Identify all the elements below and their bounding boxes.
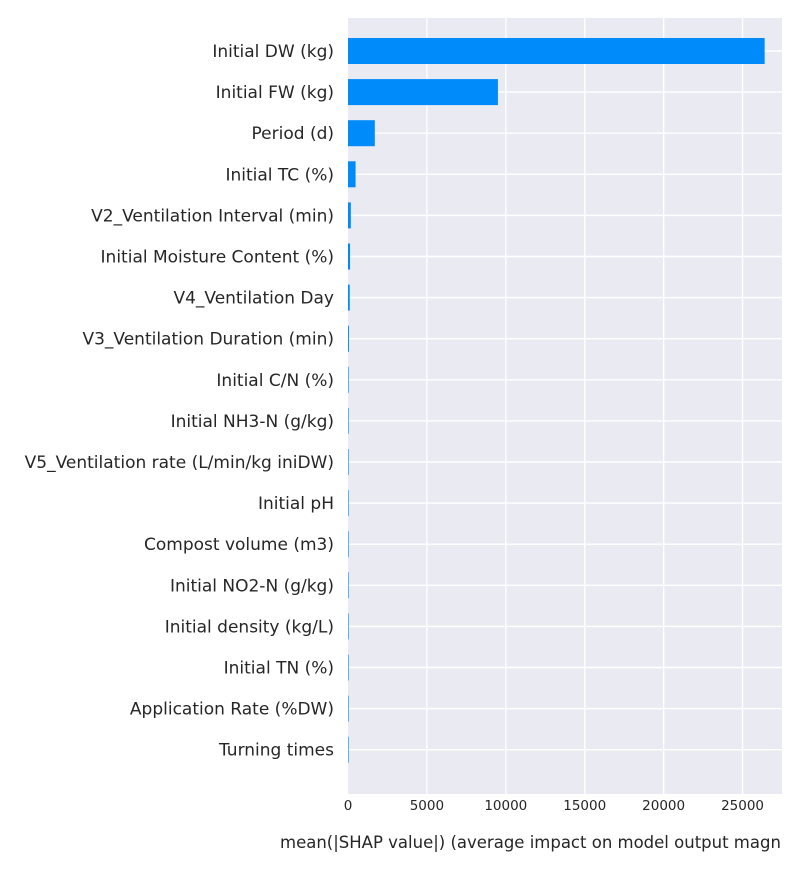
- bar: [348, 366, 349, 393]
- category-label: V2_Ventilation Interval (min): [91, 206, 334, 226]
- bar: [348, 654, 349, 681]
- category-label: Turning times: [218, 741, 334, 761]
- bar: [348, 449, 349, 475]
- category-label: Initial TC (%): [225, 165, 334, 185]
- category-label: Initial NO2-N (g/kg): [170, 576, 334, 596]
- bar: [348, 490, 349, 517]
- bar: [348, 736, 349, 763]
- bar: [348, 202, 351, 229]
- bar: [348, 161, 356, 188]
- category-label: V4_Ventilation Day: [173, 289, 334, 309]
- x-tick-label: 25000: [721, 798, 764, 814]
- category-label: Initial Moisture Content (%): [101, 248, 334, 268]
- category-label: Compost volume (m3): [144, 535, 334, 555]
- category-label: Initial pH: [258, 494, 334, 514]
- bar: [348, 613, 349, 640]
- category-label: Application Rate (%DW): [130, 700, 334, 720]
- bar: [348, 572, 349, 599]
- bars: [348, 38, 765, 763]
- bar: [348, 120, 375, 147]
- x-tick-label: 10000: [484, 798, 527, 814]
- x-axis-label: mean(|SHAP value|) (average impact on mo…: [280, 833, 781, 852]
- x-tick-label: 20000: [642, 798, 685, 814]
- grid-lines: [348, 18, 782, 794]
- bar: [348, 79, 498, 106]
- bar: [348, 325, 349, 352]
- category-label: Initial FW (kg): [216, 83, 334, 103]
- plot-area: [348, 18, 782, 794]
- category-label: Initial NH3-N (g/kg): [171, 412, 334, 432]
- x-tick-label: 15000: [563, 798, 606, 814]
- category-label: Initial TN (%): [224, 659, 334, 679]
- bar: [348, 243, 351, 270]
- category-label: Initial C/N (%): [216, 371, 334, 391]
- category-label: Period (d): [252, 124, 334, 144]
- category-label: Initial DW (kg): [212, 42, 334, 62]
- bar: [348, 531, 349, 558]
- bar: [348, 284, 350, 311]
- bar: [348, 695, 349, 722]
- category-label: Initial density (kg/L): [165, 617, 334, 637]
- bar: [348, 407, 349, 434]
- x-tick-label: 0: [344, 798, 353, 814]
- category-label: V3_Ventilation Duration (min): [82, 330, 334, 350]
- x-tick-label: 5000: [410, 798, 444, 814]
- bar: [348, 38, 765, 64]
- category-labels: Initial DW (kg) Initial FW (kg) Period (d)…: [25, 42, 334, 761]
- category-label: V5_Ventilation rate (L/min/kg iniDW): [25, 453, 334, 473]
- x-axis-ticks: 0 5000 10000 15000 20000 25000: [344, 798, 764, 814]
